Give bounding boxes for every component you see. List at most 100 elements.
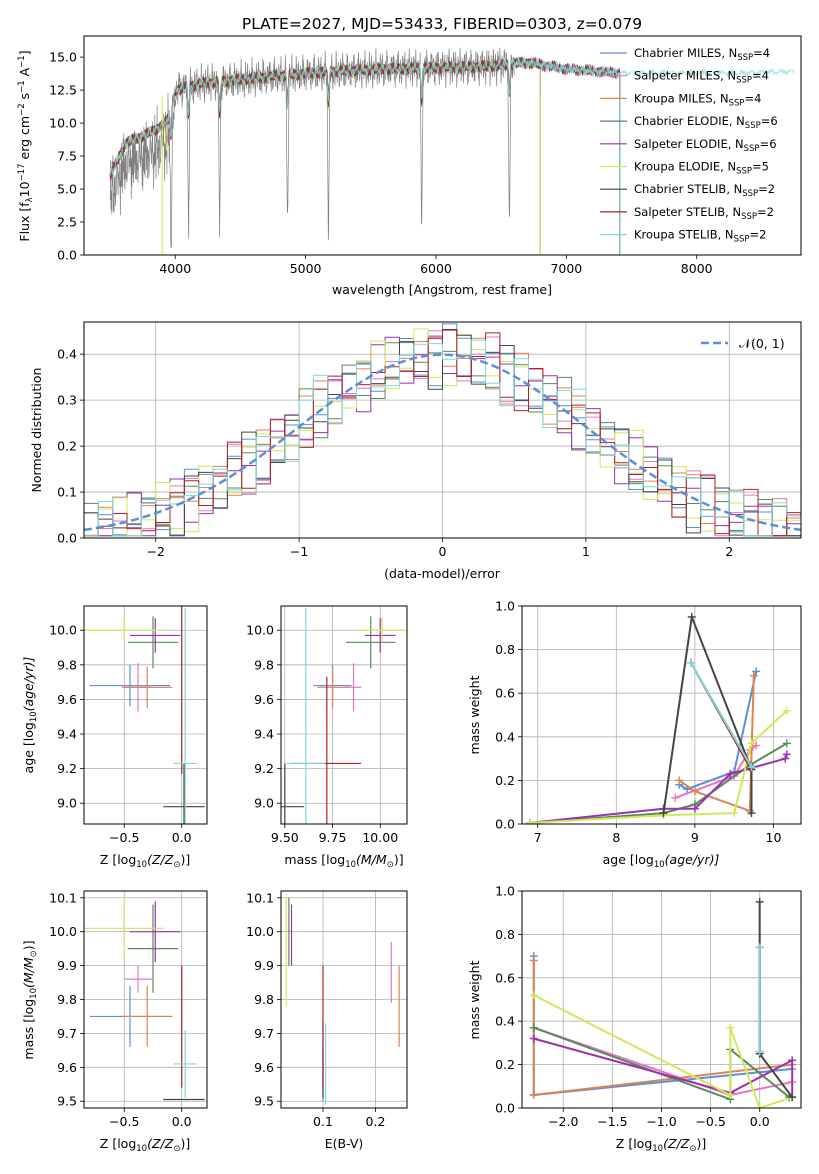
residuals-x-label: (data-model)/error xyxy=(384,566,501,581)
plot-area xyxy=(84,897,205,1101)
axes-age_vs_mass: 9.50 9.75 10.00 9.0 9.2 9.4 9.6 9.8 10.0 mass [lo… xyxy=(246,605,408,870)
errorbar-kroupa-elodie xyxy=(359,618,406,643)
gridlines xyxy=(84,891,207,1108)
legend-label-chabrier-elodie: Chabrier ELODIE, NSSP=6 xyxy=(634,114,778,131)
weight-marker-kroupa-miles xyxy=(529,1090,538,1099)
axes-mass_vs_Z: −0.5 0.0 9.5 9.6 9.7 9.8 9.9 10.0 10.1 Z [log10(Z… xyxy=(21,890,208,1154)
y-tick-label: 9.0 xyxy=(57,796,77,811)
x-tick-label: 8000 xyxy=(681,261,713,276)
spectrum-y-label: Flux [fλ10−17 erg cm−2 s−1 A−1] xyxy=(17,50,35,241)
weight-marker-salpeter-elodie xyxy=(529,1034,538,1043)
weight-line-salpeter-elodie xyxy=(533,1037,794,1098)
x-tick-label: −0.5 xyxy=(109,830,139,845)
axes-frame xyxy=(280,890,408,1109)
axes-residuals: −2 −1 0 1 2 0.0 0.1 0.2 0.3 0.4 𝒩(0, 1) (data-model… xyxy=(29,321,802,581)
errorbar-salpeter-elodie xyxy=(365,618,396,653)
x-tick-label: 1 xyxy=(582,544,590,559)
spectrum-x-label: wavelength [Angstrom, rest frame] xyxy=(332,282,552,297)
y-tick-label: 9.6 xyxy=(254,1060,274,1075)
spectrum-model-salpeter-elodie xyxy=(109,57,541,255)
weight-marker-salpeter-elodie xyxy=(781,754,790,763)
y-tick-label: 0.0 xyxy=(57,531,77,546)
weight-marker-kroupa-elodie xyxy=(730,809,739,818)
weight-marker-kroupa-stelib xyxy=(755,1047,764,1056)
x-tick-label: 0.0 xyxy=(172,830,192,845)
axes-spectrum: 4000 5000 6000 7000 8000 0.0 2.5 5.0 7.5 10.0 12.5… xyxy=(17,35,802,297)
x-tick-label: −2.0 xyxy=(548,1114,578,1129)
weights-z-y-label: mass weight xyxy=(467,960,482,1039)
y-tick-label: 9.5 xyxy=(57,1094,77,1109)
errorbar-chabrier-elodie xyxy=(345,616,396,669)
spectrum-legend: Chabrier MILES, NSSP=4 Salpeter MILES, NS… xyxy=(600,46,778,245)
y-tick-label: 0.2 xyxy=(495,773,515,788)
errorbar-kroupa-stelib xyxy=(173,1030,197,1098)
x-tick-label: 9.50 xyxy=(271,830,299,845)
y-tick-label: 0.3 xyxy=(57,393,77,408)
y-tick-label: 9.8 xyxy=(254,992,274,1007)
gridlines xyxy=(84,606,207,824)
y-tick-label: 0.0 xyxy=(495,1101,515,1116)
y-tick-label: 0.0 xyxy=(495,817,515,832)
y-tick-label: 9.4 xyxy=(254,727,274,742)
weight-marker-chabrier-stelib xyxy=(755,897,764,906)
x-tick-label: 7000 xyxy=(550,261,582,276)
x-tick-label: 9 xyxy=(691,830,699,845)
weight-marker-kroupa-miles xyxy=(675,776,684,785)
weight-marker-kroupa-elodie xyxy=(782,706,791,715)
weight-line-kroupa-miles xyxy=(678,675,755,813)
y-tick-label: 10.0 xyxy=(246,924,274,939)
weight-marker-kroupa-stelib xyxy=(686,658,695,667)
gridlines xyxy=(522,605,801,825)
y-tick-label: 9.7 xyxy=(254,1026,274,1041)
legend-label-chabrier-miles: Chabrier MILES, NSSP=4 xyxy=(634,46,770,63)
plot-area xyxy=(84,606,205,824)
legend-gauss-label: 𝒩(0, 1) xyxy=(739,336,785,351)
axes-weights_vs_age: 7 8 9 10 0.0 0.2 0.4 0.6 0.8 1.0 age [log10(age/yr… xyxy=(467,599,802,870)
weight-marker-chabrier-stelib xyxy=(687,612,696,621)
x-tick-label: −0.5 xyxy=(109,1114,139,1129)
x-tick-label: −1 xyxy=(290,544,308,559)
x-tick-label: 0.2 xyxy=(366,1114,386,1129)
weight-marker-kroupa-miles xyxy=(749,671,758,680)
errorbar-kroupa-elodie xyxy=(84,618,165,643)
weight-marker-chabrier-stelib xyxy=(788,1093,797,1102)
weight-marker-kroupa-miles xyxy=(690,787,699,796)
x-tick-label: 0 xyxy=(439,544,447,559)
y-tick-label: 0.2 xyxy=(495,1057,515,1072)
y-tick-label: 0.1 xyxy=(57,485,77,500)
weight-marker-chabrier-elodie xyxy=(529,1023,538,1032)
x-tick-label: 6000 xyxy=(420,261,452,276)
mass-z-x-label: Z [log10(Z/Z⊙)] xyxy=(100,1136,190,1154)
errorbar-kroupa-stelib xyxy=(173,607,197,824)
legend-label-salpeter-stelib: Salpeter STELIB, NSSP=2 xyxy=(634,205,774,222)
x-tick-label: 0.0 xyxy=(172,1114,192,1129)
y-tick-label: 9.4 xyxy=(57,727,77,742)
hist-kroupa-stelib xyxy=(84,339,801,538)
errorbar-chabrier-elodie xyxy=(127,904,179,993)
errorbar-kroupa-stelib xyxy=(286,607,325,824)
errorbar-chabrier-stelib xyxy=(281,763,304,824)
y-tick-label: 9.8 xyxy=(57,992,77,1007)
x-tick-label: −2 xyxy=(146,544,164,559)
y-tick-label: 10.1 xyxy=(246,890,274,905)
weight-marker-salpeter-elodie xyxy=(690,804,699,813)
gaussian-reference-line xyxy=(84,353,801,532)
x-tick-label: −0.5 xyxy=(695,1114,725,1129)
y-tick-label: 9.8 xyxy=(254,657,274,672)
y-tick-label: 9.9 xyxy=(57,958,77,973)
y-tick-label: 10.0 xyxy=(49,623,77,638)
y-tick-label: 0.8 xyxy=(495,642,515,657)
weight-marker-salpeter-elodie xyxy=(782,750,791,759)
y-tick-label: 1.0 xyxy=(495,599,515,614)
weight-marker-kroupa-elodie xyxy=(747,739,756,748)
weight-marker-kroupa-miles xyxy=(529,956,538,965)
y-tick-label: 9.7 xyxy=(57,1026,77,1041)
x-tick-label: 0.0 xyxy=(750,1114,770,1129)
spectrum-model-kroupa-stelib xyxy=(109,56,621,255)
errorbar-kroupa-miles xyxy=(121,666,173,709)
gridlines xyxy=(281,891,407,1108)
weight-marker-kroupa-elodie xyxy=(726,1090,735,1099)
plot-area xyxy=(281,607,406,824)
y-tick-label: 9.6 xyxy=(57,692,77,707)
